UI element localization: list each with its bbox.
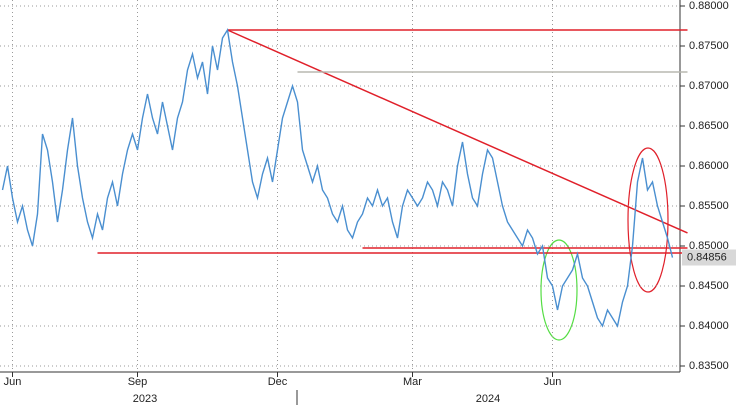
y-tick-label: 0.84000 <box>689 320 729 332</box>
reference-line <box>227 29 688 234</box>
y-tick-label: 0.86000 <box>689 160 729 172</box>
y-tick-label: 0.87500 <box>689 40 729 52</box>
y-tick-label: 0.86500 <box>689 120 729 132</box>
highlight-ellipse <box>540 239 578 341</box>
highlight-ellipse <box>627 147 669 293</box>
year-label: 2023 <box>133 393 157 405</box>
x-tick-label: Jun <box>544 376 562 388</box>
y-tick-label: 0.85500 <box>689 200 729 212</box>
x-tick-label: Sep <box>128 376 148 388</box>
y-tick-label: 0.87000 <box>689 80 729 92</box>
price-line <box>1 28 674 328</box>
y-tick-label: 0.85000 <box>689 240 729 252</box>
x-tick-label: Dec <box>268 376 288 388</box>
price-tag-label: 0.84856 <box>687 251 727 263</box>
y-tick-label: 0.84500 <box>689 280 729 292</box>
x-tick-label: Mar <box>403 376 422 388</box>
year-label: 2024 <box>476 393 500 405</box>
y-tick-label: 0.88000 <box>689 0 729 12</box>
y-tick-label: 0.83500 <box>689 360 729 372</box>
price-tag <box>682 249 736 266</box>
x-tick-label: Jun <box>4 376 22 388</box>
